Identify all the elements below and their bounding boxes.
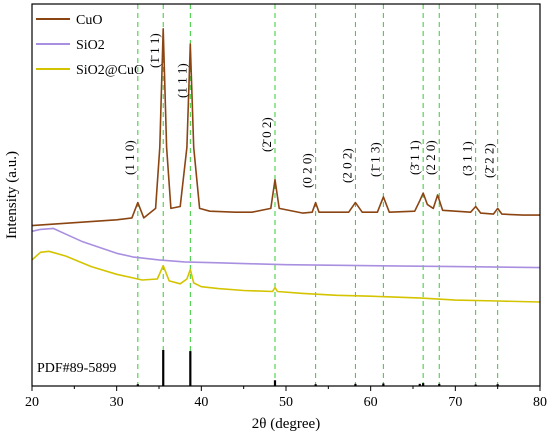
legend-label-sio2: SiO2	[76, 38, 105, 53]
miller-index-label: (3̄ 1 1)	[407, 140, 422, 175]
x-axis-ticks: 20 30 40 50 60 70 80	[25, 386, 547, 410]
reference-peaks	[136, 350, 499, 386]
series-line-2	[31, 250, 541, 303]
legend: CuO SiO2 SiO2@CuO	[36, 13, 144, 78]
miller-index-labels: (1 1 0) (1̄ 1 1) (1 1 1) (2̄ 0 2) (0 2 0) (2 …	[122, 33, 497, 188]
plot-frame	[31, 3, 541, 387]
y-axis-label: Intensity (a.u.)	[4, 151, 20, 239]
miller-index-label: (1 1 1)	[174, 63, 189, 98]
miller-index-label: (2 0 2)	[339, 148, 354, 183]
x-tick-label: 70	[448, 395, 462, 410]
reflection-lines	[137, 4, 499, 386]
x-tick-label: 40	[194, 395, 208, 410]
reference-card-label: PDF#89-5899	[37, 361, 116, 376]
miller-index-label: (2 2 0)	[423, 140, 438, 175]
miller-index-label: (1̄ 1 3)	[367, 142, 382, 177]
miller-index-label: (1̄ 1 1)	[147, 33, 162, 68]
legend-label-cuo: CuO	[76, 13, 102, 28]
series-line-0	[31, 27, 540, 227]
miller-index-label: (1 1 0)	[122, 140, 137, 175]
miller-index-label: (3 1 1)	[460, 141, 475, 176]
miller-index-label: (0 2 0)	[300, 153, 315, 188]
x-tick-label: 80	[533, 395, 547, 410]
x-tick-label: 50	[279, 395, 293, 410]
x-axis-label: 2θ (degree)	[252, 416, 320, 432]
miller-index-label: (2̄ 0 2)	[259, 117, 274, 152]
legend-label-sio2-cuo: SiO2@CuO	[76, 63, 144, 78]
x-tick-label: 20	[25, 395, 39, 410]
x-tick-label: 30	[110, 395, 124, 410]
series-line-1	[31, 227, 541, 269]
x-tick-label: 60	[364, 395, 378, 410]
series-lines	[31, 27, 541, 303]
miller-index-label: (2̄ 2 2)	[482, 143, 497, 178]
